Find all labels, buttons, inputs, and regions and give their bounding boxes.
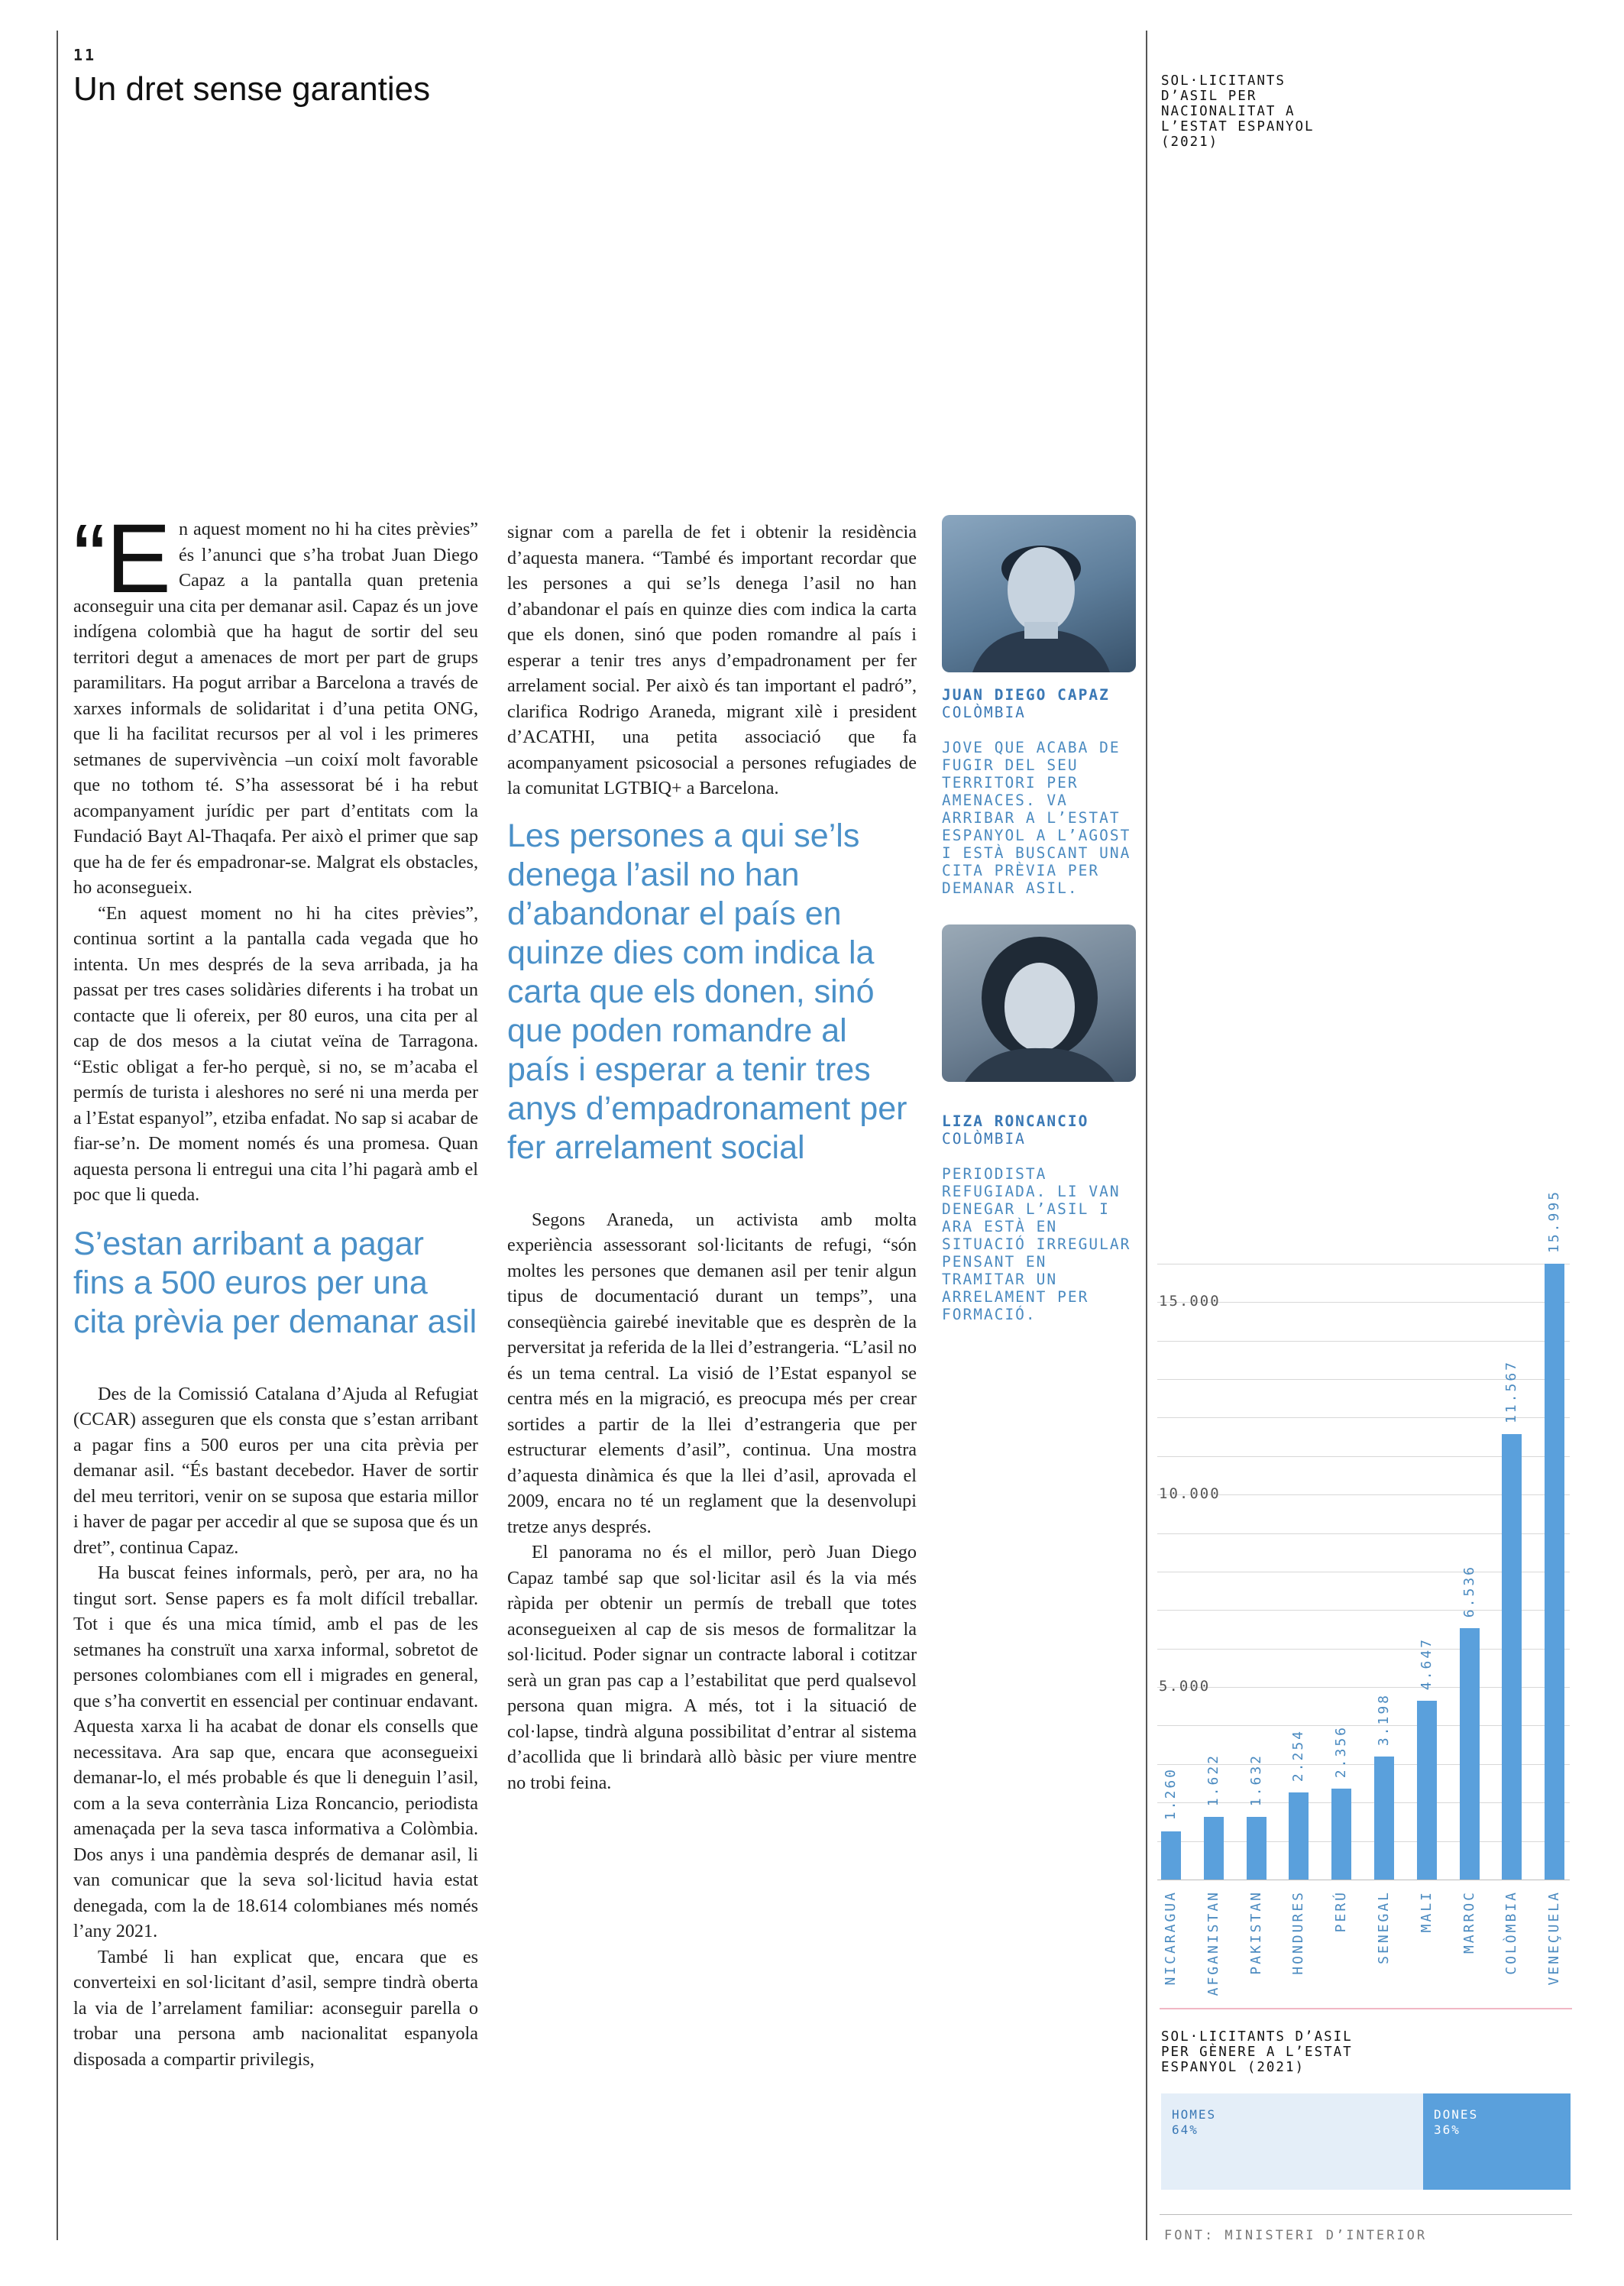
bar-value-label: 11.567 [1503,1360,1520,1424]
category-label: AFGANISTAN [1205,1890,1221,1996]
bar [1161,1831,1181,1880]
bar-value-label: 1.622 [1205,1753,1221,1807]
gridline [1157,1455,1570,1457]
gridline [1157,1841,1570,1842]
drop-cap: “E [73,504,171,614]
gender-bar: HOMES 64% DONES 36% [1161,2093,1571,2190]
category-label: NICARAGUA [1163,1890,1179,1986]
profile-caption: LIZA RONCANCIO COLÒMBIA PERIODISTA REFUG… [942,1112,1140,1323]
portrait-illustration [972,546,1110,672]
gridline [1157,1494,1570,1496]
bar-value-label: 6.536 [1461,1564,1477,1617]
right-rule [1146,31,1147,2240]
bar-value-label: 1.260 [1163,1767,1179,1821]
paragraph: Ha buscat feines informals, però, per ar… [73,1562,478,1941]
paragraph: signar com a parella de fet i obtenir la… [507,522,917,798]
bar [1331,1789,1352,1880]
gridline [1157,1610,1570,1611]
bar-value-label: 15.995 [1546,1190,1563,1254]
paragraph: Des de la Comissió Catalana d’Ajuda al R… [73,1383,478,1558]
gridline [1157,1648,1570,1650]
bar [1374,1756,1394,1880]
portrait-photo [942,924,1136,1082]
gridline [1157,1379,1570,1381]
paragraph: El panorama no és el millor, però Juan D… [507,1542,917,1793]
gender-segment-homes: HOMES 64% [1161,2093,1424,2190]
page-number: 11 [73,46,97,64]
left-rule [57,31,58,2240]
category-label: HONDURES [1290,1890,1307,1975]
gridline [1157,1687,1570,1689]
chart-title: SOL·LICITANTS D’ASIL PER GÈNERE A L’ESTA… [1161,2029,1353,2075]
chart-title: SOL·LICITANTS D’ASIL PER NACIONALITAT A … [1161,73,1315,150]
y-tick-label: 15.000 [1159,1293,1221,1310]
pull-quote: Les persones a qui se’ls denega l’asil n… [507,817,907,1166]
bar [1289,1792,1309,1880]
y-tick-label: 5.000 [1159,1678,1211,1695]
category-label: MALI [1418,1890,1435,1933]
gender-label: HOMES [1172,2107,1217,2122]
category-label: COLÒMBIA [1503,1890,1520,1975]
profile-description: JOVE QUE ACABA DE FUGIR DEL SEU TERRITOR… [942,739,1131,897]
bar-value-label: 2.356 [1333,1725,1350,1779]
y-tick-label: 10.000 [1159,1485,1221,1503]
bar [1246,1816,1267,1880]
article-column-1: “E n aquest moment no hi ha cites prèvies… [73,504,478,2072]
category-label: MARROC [1461,1890,1477,1954]
source-note: FONT: MINISTERI D’INTERIOR [1164,2228,1428,2243]
category-label: SENEGAL [1376,1890,1392,1964]
bar [1203,1817,1224,1880]
article-column-2: signar com a parella de fet i obtenir la… [507,520,917,1795]
bar-value-label: 1.632 [1247,1753,1264,1806]
bar [1459,1627,1480,1880]
portrait-illustration [965,937,1114,1082]
profile-country: COLÒMBIA [942,1130,1026,1148]
category-label: PAKISTAN [1247,1890,1264,1975]
bar-value-label: 4.647 [1418,1637,1435,1690]
profile-caption: JUAN DIEGO CAPAZ COLÒMBIA JOVE QUE ACABA… [942,686,1140,897]
bar-value-label: 2.254 [1290,1729,1307,1782]
category-label: PERÚ [1333,1890,1350,1933]
gridline [1157,1763,1570,1765]
bar [1502,1434,1522,1880]
profile-country: COLÒMBIA [942,704,1026,721]
profile-name: JUAN DIEGO CAPAZ [942,686,1110,704]
profile-name: LIZA RONCANCIO [942,1112,1089,1130]
portrait-photo [942,515,1136,672]
category-label: VENEÇUELA [1546,1890,1563,1986]
bar-value-label: 3.198 [1376,1692,1392,1746]
gridline [1157,1417,1570,1419]
gender-segment-dones: DONES 36% [1423,2093,1571,2190]
paragraph: Segons Araneda, un activista amb molta e… [507,1209,917,1537]
nationality-bar-chart: 5.000 10.000 15.000 1.260 NICARAGUA 1.622 AFGA… [1157,535,1574,2002]
divider [1160,2214,1572,2215]
bar [1416,1700,1437,1880]
divider [1160,2008,1572,2009]
profile-description: PERIODISTA REFUGIADA. LI VAN DENEGAR L’A… [942,1165,1131,1323]
gender-value: 64% [1172,2122,1199,2137]
paragraph: També li han explicat que, encara que es… [73,1946,478,2070]
paragraph: “En aquest moment no hi ha cites prèvies… [73,902,478,1206]
bar [1545,1264,1565,1880]
gender-value: 36% [1434,2122,1461,2137]
pull-quote: S’estan arribant a pagar fins a 500 euro… [73,1225,477,1340]
gridline [1157,1802,1570,1804]
gridline [1157,1533,1570,1534]
gridline [1157,1340,1570,1342]
page-title: Un dret sense garanties [73,70,431,108]
gridline [1157,1725,1570,1727]
gender-label: DONES [1434,2107,1479,2122]
gridline [1157,1302,1570,1303]
